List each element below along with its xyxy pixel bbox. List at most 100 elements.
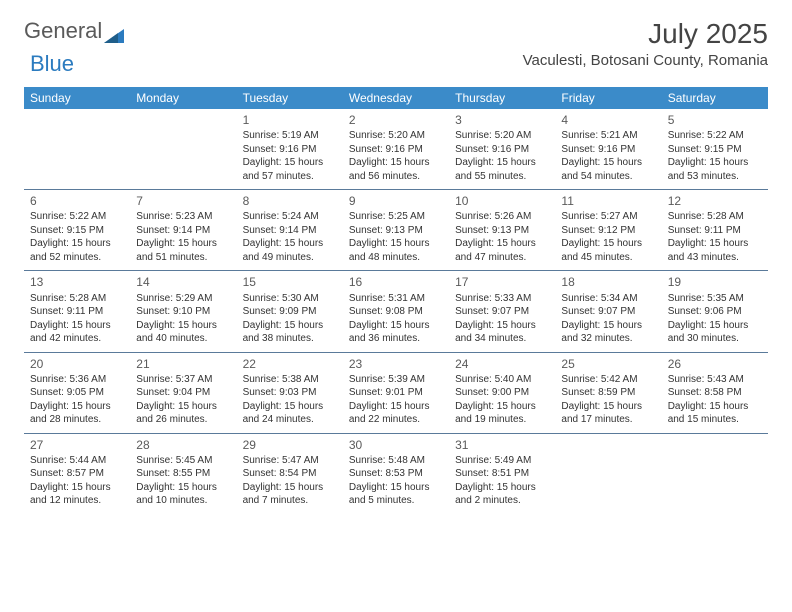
sunset-line: Sunset: 9:07 PM [561,305,655,319]
daylight-line: Daylight: 15 hours and 48 minutes. [349,237,443,264]
sunset-line: Sunset: 9:14 PM [243,224,337,238]
sunrise-line: Sunrise: 5:29 AM [136,292,230,306]
day-number: 15 [243,274,337,290]
sunset-line: Sunset: 9:01 PM [349,386,443,400]
day-cell: 18Sunrise: 5:34 AMSunset: 9:07 PMDayligh… [555,271,661,352]
sunrise-line: Sunrise: 5:49 AM [455,454,549,468]
day-cell: 11Sunrise: 5:27 AMSunset: 9:12 PMDayligh… [555,190,661,271]
day-number: 21 [136,356,230,372]
daylight-line: Daylight: 15 hours and 5 minutes. [349,481,443,508]
day-cell: 10Sunrise: 5:26 AMSunset: 9:13 PMDayligh… [449,190,555,271]
day-header: Wednesday [343,87,449,109]
day-cell [130,109,236,190]
day-header: Sunday [24,87,130,109]
sunrise-line: Sunrise: 5:39 AM [349,373,443,387]
daylight-line: Daylight: 15 hours and 28 minutes. [30,400,124,427]
day-cell: 26Sunrise: 5:43 AMSunset: 8:58 PMDayligh… [662,353,768,434]
day-number: 20 [30,356,124,372]
daylight-line: Daylight: 15 hours and 43 minutes. [668,237,762,264]
sunset-line: Sunset: 8:58 PM [668,386,762,400]
sunrise-line: Sunrise: 5:43 AM [668,373,762,387]
sunrise-line: Sunrise: 5:38 AM [243,373,337,387]
sunset-line: Sunset: 9:09 PM [243,305,337,319]
sunset-line: Sunset: 8:53 PM [349,467,443,481]
day-cell: 30Sunrise: 5:48 AMSunset: 8:53 PMDayligh… [343,434,449,514]
sunset-line: Sunset: 9:16 PM [349,143,443,157]
daylight-line: Daylight: 15 hours and 53 minutes. [668,156,762,183]
day-header: Saturday [662,87,768,109]
day-number: 23 [349,356,443,372]
daylight-line: Daylight: 15 hours and 32 minutes. [561,319,655,346]
sunset-line: Sunset: 9:10 PM [136,305,230,319]
sunset-line: Sunset: 9:05 PM [30,386,124,400]
sunrise-line: Sunrise: 5:28 AM [668,210,762,224]
sunset-line: Sunset: 9:03 PM [243,386,337,400]
daylight-line: Daylight: 15 hours and 51 minutes. [136,237,230,264]
sunset-line: Sunset: 8:51 PM [455,467,549,481]
sunset-line: Sunset: 9:15 PM [30,224,124,238]
sunrise-line: Sunrise: 5:48 AM [349,454,443,468]
sunrise-line: Sunrise: 5:19 AM [243,129,337,143]
sunrise-line: Sunrise: 5:36 AM [30,373,124,387]
day-number: 12 [668,193,762,209]
day-cell: 3Sunrise: 5:20 AMSunset: 9:16 PMDaylight… [449,109,555,190]
logo: General [24,18,124,44]
sunset-line: Sunset: 9:16 PM [561,143,655,157]
sunset-line: Sunset: 9:16 PM [455,143,549,157]
day-number: 11 [561,193,655,209]
day-cell [662,434,768,514]
week-row: 27Sunrise: 5:44 AMSunset: 8:57 PMDayligh… [24,434,768,514]
sunrise-line: Sunrise: 5:22 AM [668,129,762,143]
location: Vaculesti, Botosani County, Romania [523,52,768,69]
daylight-line: Daylight: 15 hours and 57 minutes. [243,156,337,183]
day-number: 13 [30,274,124,290]
sunset-line: Sunset: 8:57 PM [30,467,124,481]
daylight-line: Daylight: 15 hours and 15 minutes. [668,400,762,427]
sunrise-line: Sunrise: 5:26 AM [455,210,549,224]
daylight-line: Daylight: 15 hours and 34 minutes. [455,319,549,346]
day-header: Friday [555,87,661,109]
sunrise-line: Sunrise: 5:40 AM [455,373,549,387]
sunset-line: Sunset: 9:13 PM [349,224,443,238]
day-cell: 9Sunrise: 5:25 AMSunset: 9:13 PMDaylight… [343,190,449,271]
day-number: 17 [455,274,549,290]
week-row: 6Sunrise: 5:22 AMSunset: 9:15 PMDaylight… [24,190,768,271]
day-number: 25 [561,356,655,372]
calendar-table: Sunday Monday Tuesday Wednesday Thursday… [24,87,768,514]
sunrise-line: Sunrise: 5:27 AM [561,210,655,224]
day-number: 10 [455,193,549,209]
day-number: 3 [455,112,549,128]
day-number: 8 [243,193,337,209]
day-cell: 31Sunrise: 5:49 AMSunset: 8:51 PMDayligh… [449,434,555,514]
month-title: July 2025 [523,18,768,50]
sunrise-line: Sunrise: 5:37 AM [136,373,230,387]
week-row: 20Sunrise: 5:36 AMSunset: 9:05 PMDayligh… [24,353,768,434]
day-cell: 28Sunrise: 5:45 AMSunset: 8:55 PMDayligh… [130,434,236,514]
sunrise-line: Sunrise: 5:33 AM [455,292,549,306]
sunrise-line: Sunrise: 5:45 AM [136,454,230,468]
day-cell: 19Sunrise: 5:35 AMSunset: 9:06 PMDayligh… [662,271,768,352]
sunrise-line: Sunrise: 5:30 AM [243,292,337,306]
day-cell: 8Sunrise: 5:24 AMSunset: 9:14 PMDaylight… [237,190,343,271]
daylight-line: Daylight: 15 hours and 19 minutes. [455,400,549,427]
day-header: Thursday [449,87,555,109]
day-cell: 12Sunrise: 5:28 AMSunset: 9:11 PMDayligh… [662,190,768,271]
sunset-line: Sunset: 8:54 PM [243,467,337,481]
day-header: Tuesday [237,87,343,109]
daylight-line: Daylight: 15 hours and 24 minutes. [243,400,337,427]
day-number: 14 [136,274,230,290]
day-cell: 14Sunrise: 5:29 AMSunset: 9:10 PMDayligh… [130,271,236,352]
day-header: Monday [130,87,236,109]
sunrise-line: Sunrise: 5:24 AM [243,210,337,224]
sunset-line: Sunset: 9:12 PM [561,224,655,238]
sunrise-line: Sunrise: 5:34 AM [561,292,655,306]
day-cell [555,434,661,514]
day-cell: 4Sunrise: 5:21 AMSunset: 9:16 PMDaylight… [555,109,661,190]
sunrise-line: Sunrise: 5:47 AM [243,454,337,468]
sunrise-line: Sunrise: 5:22 AM [30,210,124,224]
week-row: 13Sunrise: 5:28 AMSunset: 9:11 PMDayligh… [24,271,768,352]
daylight-line: Daylight: 15 hours and 45 minutes. [561,237,655,264]
daylight-line: Daylight: 15 hours and 38 minutes. [243,319,337,346]
sunset-line: Sunset: 9:11 PM [668,224,762,238]
sunset-line: Sunset: 9:06 PM [668,305,762,319]
